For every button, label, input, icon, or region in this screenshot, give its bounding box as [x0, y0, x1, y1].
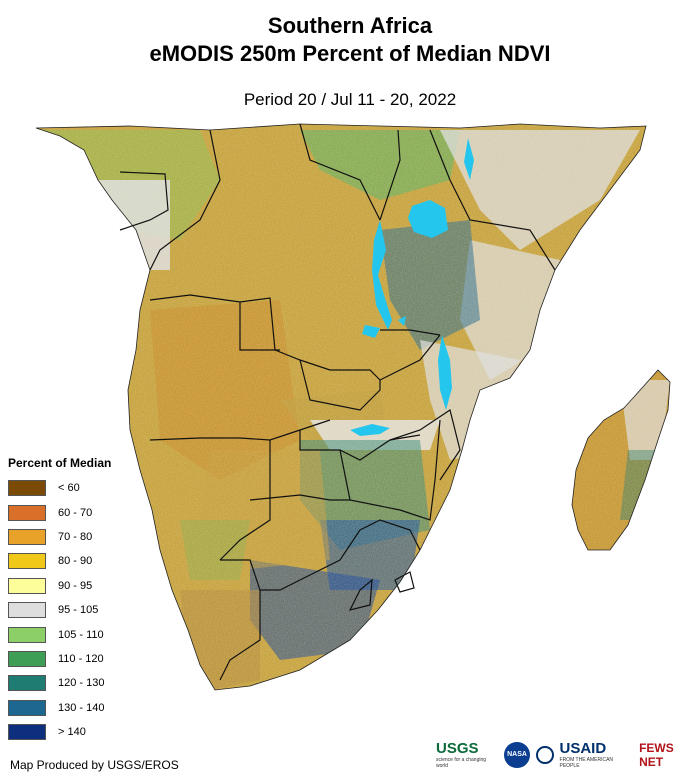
lake-tanganyika — [372, 220, 392, 330]
legend-swatch — [8, 504, 46, 521]
lake-victoria — [408, 200, 448, 238]
legend-swatch — [8, 480, 46, 497]
title-line-2: eMODIS 250m Percent of Median NDVI — [149, 41, 551, 66]
legend-swatch — [8, 602, 46, 619]
legend-label: 90 - 95 — [58, 579, 93, 592]
legend-item: 70 - 80 — [8, 525, 111, 549]
legend-label: 80 - 90 — [58, 555, 93, 568]
legend-swatch — [8, 577, 46, 594]
lake-turkana — [464, 138, 474, 180]
legend: Percent of Median < 60 60 - 70 70 - 80 80 -… — [8, 456, 111, 744]
nasa-logo: NASA — [504, 741, 530, 768]
legend-label: 95 - 105 — [58, 604, 99, 617]
legend-item: 110 - 120 — [8, 647, 111, 671]
legend-swatch — [8, 626, 46, 643]
partner-logos: USGS science for a changing world NASA U… — [436, 740, 700, 769]
legend-swatch — [8, 553, 46, 570]
title-line-1: Southern Africa — [267, 13, 433, 38]
legend-label: 120 - 130 — [58, 677, 105, 690]
legend-swatch — [8, 675, 46, 692]
usaid-logo-text: USAID — [559, 740, 607, 757]
legend-item: 95 - 105 — [8, 598, 111, 622]
usaid-seal-icon — [535, 745, 554, 764]
usgs-logo: USGS science for a changing world — [436, 740, 498, 769]
legend-swatch — [8, 724, 46, 741]
lake-bangweulu — [398, 316, 406, 326]
nasa-logo-text: NASA — [507, 751, 527, 758]
legend-item: 130 - 140 — [8, 696, 111, 720]
legend-label: 130 - 140 — [58, 701, 105, 714]
map-title: Southern Africa eMODIS 250m Percent of M… — [0, 12, 700, 68]
lake-malawi — [438, 335, 452, 410]
legend-label: < 60 — [58, 482, 80, 495]
legend-item: < 60 — [8, 476, 111, 500]
legend-label: 70 - 80 — [58, 530, 93, 543]
usgs-tagline: science for a changing world — [436, 757, 487, 769]
country-borders — [119, 123, 556, 681]
legend-items: < 60 60 - 70 70 - 80 80 - 90 90 - 95 95 - 105… — [8, 476, 111, 744]
lake-mweru — [362, 325, 380, 338]
legend-item: 90 - 95 — [8, 574, 111, 598]
usgs-logo-text: USGS — [436, 740, 479, 757]
legend-label: 105 - 110 — [58, 628, 104, 641]
lake-kariba — [350, 424, 390, 436]
legend-title: Percent of Median — [8, 456, 112, 470]
legend-swatch — [8, 650, 46, 667]
legend-item: > 140 — [8, 720, 111, 744]
period-subtitle: Period 20 / Jul 11 - 20, 2022 — [243, 90, 457, 109]
usaid-tagline: FROM THE AMERICAN PEOPLE — [559, 757, 614, 769]
legend-label: 60 - 70 — [58, 506, 93, 519]
legend-item: 80 - 90 — [8, 549, 111, 573]
legend-item: 120 - 130 — [8, 671, 111, 695]
legend-label: > 140 — [58, 726, 86, 739]
fews-net-logo-text: FEWS NET — [639, 740, 674, 769]
legend-label: 110 - 120 — [58, 652, 104, 665]
legend-swatch — [8, 528, 46, 545]
fews-net-logo: FEWS NET — [639, 741, 700, 769]
legend-item: 60 - 70 — [8, 500, 111, 524]
usaid-logo: USAID FROM THE AMERICAN PEOPLE — [560, 740, 634, 769]
madagascar — [571, 369, 671, 551]
credit-text: Map Produced by USGS/EROS — [10, 758, 179, 772]
legend-swatch — [8, 699, 46, 716]
legend-item: 105 - 110 — [8, 622, 111, 646]
ndvi-map — [35, 123, 671, 691]
